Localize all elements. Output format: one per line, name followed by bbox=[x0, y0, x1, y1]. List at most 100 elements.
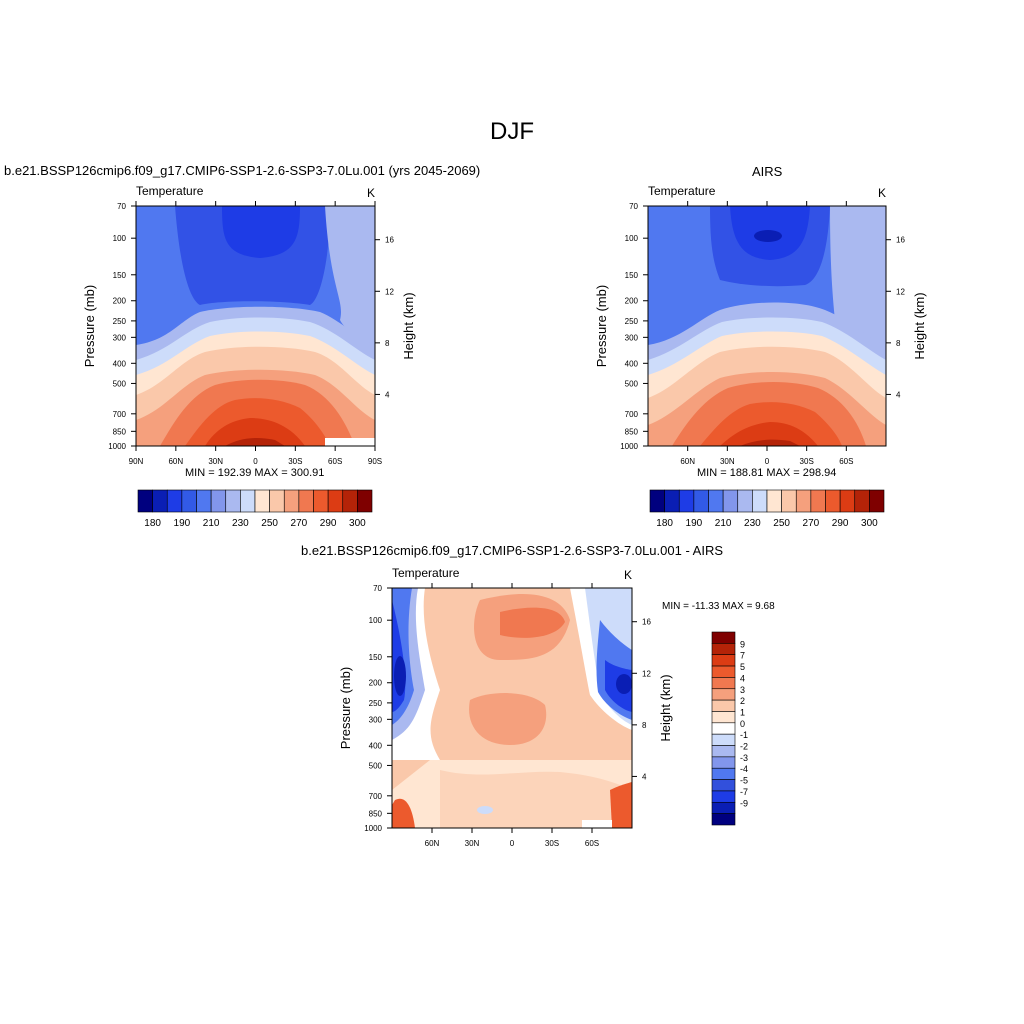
x-tick-label: 30N bbox=[208, 457, 223, 466]
colorbar-cell bbox=[810, 489, 826, 513]
y-tick-label: 500 bbox=[113, 379, 127, 388]
y2-tick-label: 8 bbox=[896, 339, 901, 348]
colorbar-label: 3 bbox=[740, 685, 745, 695]
colorbar-label: 4 bbox=[740, 673, 745, 683]
y-tick-label: 150 bbox=[625, 271, 639, 280]
colorbar-cell bbox=[269, 489, 285, 513]
panel3-minmax: MIN = -11.33 MAX = 9.68 bbox=[662, 601, 775, 612]
y2-tick-label: 4 bbox=[385, 390, 390, 399]
colorbar-label: -4 bbox=[740, 764, 748, 774]
y2-tick-label: 4 bbox=[642, 772, 647, 781]
x-tick-label: 60S bbox=[585, 839, 599, 848]
y2-tick-label: 12 bbox=[896, 287, 905, 296]
colorbar-cell bbox=[711, 688, 736, 701]
x-tick-label: 0 bbox=[253, 457, 258, 466]
panel2-colorbar: 180 190 210 230 250 270 290 300 bbox=[649, 489, 885, 529]
colorbars-layer: 180 190 210 230 250 270 290 300 180 190 210 230 250 2… bbox=[137, 489, 885, 826]
panel2-axes: 70 100 150 200 250 300 400 500 700 850 1000 60N 30N 0… bbox=[594, 184, 927, 466]
colorbar-cell bbox=[298, 489, 314, 513]
y-tick-label: 70 bbox=[373, 584, 382, 593]
panel2-field bbox=[648, 206, 886, 446]
x-tick-label: 90S bbox=[368, 457, 382, 466]
x-tick-label: 90N bbox=[129, 457, 144, 466]
panel1-colorbar: 180 190 210 230 250 270 290 300 bbox=[137, 489, 373, 529]
colorbar-label: 300 bbox=[861, 518, 878, 529]
x-tick-label: 0 bbox=[510, 839, 515, 848]
colorbar-label: 270 bbox=[803, 518, 820, 529]
colorbar-cell bbox=[711, 699, 736, 712]
colorbar-cell bbox=[711, 745, 736, 758]
colorbar-label: -1 bbox=[740, 730, 748, 740]
y-tick-label: 100 bbox=[113, 234, 127, 243]
colorbar-cell bbox=[137, 489, 153, 513]
x-tick-label: 30S bbox=[545, 839, 559, 848]
colorbar-label: -2 bbox=[740, 742, 748, 752]
y-tick-label: 300 bbox=[369, 715, 383, 724]
colorbar-cell bbox=[795, 489, 812, 513]
panel3-field bbox=[392, 588, 632, 828]
x-tick-label: 30N bbox=[720, 457, 735, 466]
colorbar-cell bbox=[210, 489, 227, 513]
colorbar-label: 290 bbox=[320, 518, 337, 529]
y-axis-label: Pressure (mb) bbox=[82, 285, 97, 367]
x-tick-label: 60N bbox=[168, 457, 183, 466]
colorbar-cell bbox=[678, 489, 695, 513]
colorbar-label: 2 bbox=[740, 696, 745, 706]
colorbar-label: 0 bbox=[740, 719, 745, 729]
colorbar-label: 250 bbox=[261, 518, 278, 529]
colorbar-label: 180 bbox=[656, 518, 673, 529]
colorbar-label: 210 bbox=[715, 518, 732, 529]
colorbar-label: -3 bbox=[740, 753, 748, 763]
colorbar-cell bbox=[166, 489, 183, 513]
x-tick-label: 60S bbox=[328, 457, 342, 466]
x-tick-label: 30S bbox=[288, 457, 302, 466]
panel3-title: b.e21.BSSP126cmip6.f09_g17.CMIP6-SSP1-2.… bbox=[300, 543, 724, 558]
colorbar-label: 180 bbox=[144, 518, 161, 529]
y-tick-label: 150 bbox=[113, 271, 127, 280]
colorbar-label: 210 bbox=[203, 518, 220, 529]
y-tick-label: 700 bbox=[113, 410, 127, 419]
colorbar-cell bbox=[752, 489, 768, 513]
y-tick-label: 200 bbox=[625, 297, 639, 306]
colorbar-cell bbox=[711, 722, 736, 735]
y-tick-label: 500 bbox=[625, 379, 639, 388]
units-label: K bbox=[624, 568, 632, 582]
colorbar-cell bbox=[711, 756, 736, 769]
y-tick-label: 700 bbox=[625, 410, 639, 419]
colorbar-cell bbox=[711, 813, 736, 826]
colorbar-cell bbox=[711, 779, 736, 792]
y-tick-label: 250 bbox=[113, 317, 127, 326]
colorbar-label: -9 bbox=[740, 798, 748, 808]
colorbar-cell bbox=[152, 489, 168, 513]
panel3-colorbar: 9 754 321 0-1 -2-3-4 -5-7-9 bbox=[711, 631, 748, 826]
colorbar-cell bbox=[649, 489, 665, 513]
units-label: K bbox=[878, 186, 886, 200]
y-tick-label: 400 bbox=[369, 741, 383, 750]
x-tick-label: 0 bbox=[765, 457, 770, 466]
x-tick-label: 60S bbox=[839, 457, 853, 466]
units-label: K bbox=[367, 186, 375, 200]
y-tick-label: 1000 bbox=[364, 824, 382, 833]
y2-axis-label: Height (km) bbox=[912, 292, 927, 359]
colorbar-cell bbox=[711, 801, 736, 814]
y-tick-label: 1000 bbox=[620, 442, 638, 451]
colorbar-cell bbox=[357, 489, 373, 513]
colorbar-cell bbox=[711, 677, 736, 690]
colorbar-label: 230 bbox=[744, 518, 761, 529]
colorbar-cell bbox=[711, 665, 736, 678]
y-tick-label: 150 bbox=[369, 653, 383, 662]
season-title: DJF bbox=[490, 118, 534, 145]
y-tick-label: 200 bbox=[113, 297, 127, 306]
y2-tick-label: 8 bbox=[642, 721, 647, 730]
x-tick-label: 60N bbox=[425, 839, 440, 848]
y-tick-label: 100 bbox=[625, 234, 639, 243]
panel3-axes: 70 100 150 200 250 300 400 500 700 850 1000 60N 30N 0… bbox=[338, 566, 673, 848]
y-tick-label: 850 bbox=[369, 809, 383, 818]
colorbar-cell bbox=[254, 489, 270, 513]
colorbar-cell bbox=[711, 654, 736, 667]
y-tick-label: 500 bbox=[369, 761, 383, 770]
y-tick-label: 300 bbox=[625, 333, 639, 342]
